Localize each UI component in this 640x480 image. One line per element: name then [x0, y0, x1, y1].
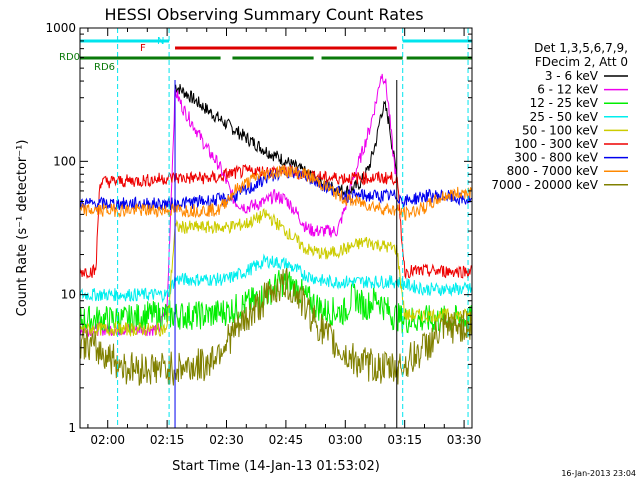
y-tick-label: 1000 — [45, 21, 76, 35]
series-line — [79, 164, 472, 213]
y-tick-label: 1 — [68, 421, 76, 435]
legend-entry-label: 6 - 12 keV — [537, 83, 599, 97]
x-tick-label: 03:00 — [328, 433, 363, 447]
flag-label-rd6: RD6 — [94, 62, 115, 73]
series-line — [79, 267, 472, 386]
chart-title: HESSI Observing Summary Count Rates — [104, 5, 423, 24]
series-line — [79, 253, 472, 304]
flag-label-n: N — [157, 36, 164, 47]
series-line — [79, 207, 472, 338]
flag-label-f: F — [140, 43, 146, 54]
plot-frame — [79, 27, 473, 429]
series-line — [79, 270, 472, 335]
legend-entry-label: 50 - 100 keV — [522, 123, 599, 137]
x-tick-label: 02:30 — [209, 433, 244, 447]
legend-entry-label: 100 - 300 keV — [514, 137, 598, 151]
legend-entry-label: 12 - 25 keV — [530, 96, 599, 110]
series-line — [79, 164, 472, 221]
plot-area: NF RD0 RD6 02:00 02:15 02:30 02:45 03:00 03:15 03… — [45, 21, 481, 447]
legend-entry-label: 800 - 7000 keV — [507, 164, 599, 178]
legend-entry-label: 25 - 50 keV — [530, 110, 599, 124]
x-tick-label: 03:15 — [387, 433, 422, 447]
legend-header-line-2: FDecim 2, Att 0 — [535, 55, 628, 69]
x-axis-label: Start Time (14-Jan-13 01:53:02) — [172, 459, 380, 474]
y-axis-label: Count Rate (s⁻¹ detector⁻¹) — [15, 140, 30, 317]
x-tick-label: 02:15 — [150, 433, 185, 447]
legend-entry-label: 3 - 6 keV — [545, 69, 599, 83]
x-tick-label: 02:45 — [269, 433, 304, 447]
y-tick-label: 10 — [61, 288, 76, 302]
x-tick-label: 03:30 — [447, 433, 482, 447]
legend-header-line-1: Det 1,3,5,6,7,9, — [534, 41, 628, 55]
legend-entry-label: 7000 - 20000 keV — [491, 178, 598, 192]
legend-entry-label: 300 - 800 keV — [514, 151, 598, 165]
flag-label-rd0: RD0 — [59, 52, 80, 63]
x-tick-label: 02:00 — [90, 433, 125, 447]
footer-date: 16-Jan-2013 23:04 — [561, 469, 636, 478]
series-line — [174, 84, 398, 199]
y-tick-label: 100 — [53, 154, 76, 168]
legend: Det 1,3,5,6,7,9, FDecim 2, Att 0 3 - 6 k… — [491, 41, 628, 192]
